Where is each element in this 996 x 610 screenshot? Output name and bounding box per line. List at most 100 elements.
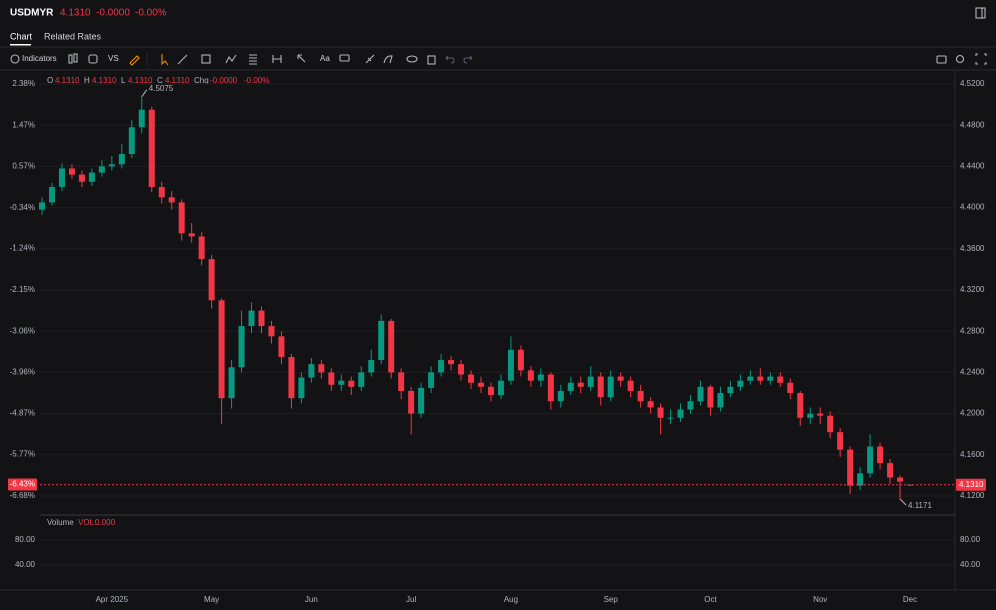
x-tick-label: Jun <box>305 595 318 604</box>
candle-body <box>78 174 85 182</box>
candle-body <box>577 382 584 387</box>
candle-body <box>717 393 724 408</box>
fib-tool-icon[interactable] <box>249 54 257 65</box>
cursor-icon[interactable] <box>161 54 169 66</box>
legend-h: 4.1310 <box>92 76 117 85</box>
legend-o-key: O <box>47 76 53 85</box>
candle-body <box>667 417 674 419</box>
line-tool-icon[interactable] <box>177 54 188 65</box>
candle-body <box>398 372 405 391</box>
candle-body <box>128 127 135 155</box>
shape-tool-icon[interactable] <box>201 54 211 64</box>
y-tick-label: 4.2800 <box>960 326 985 335</box>
y-tick-label: 4.2400 <box>960 368 985 377</box>
header-price: 4.1310 <box>60 8 91 19</box>
candle-body <box>877 446 884 464</box>
indicators-button[interactable]: Indicators <box>22 54 57 63</box>
legend-c: 4.1310 <box>165 76 190 85</box>
candle-body <box>777 376 784 383</box>
x-tick-label: Nov <box>813 595 827 604</box>
last-price-box <box>956 478 986 491</box>
trash-icon[interactable] <box>427 55 436 65</box>
candle-body <box>278 336 285 357</box>
candle-body <box>537 374 544 381</box>
y-tick-label: 4.4000 <box>960 203 985 212</box>
y-tick-label: 4.3600 <box>960 244 985 253</box>
redo-icon[interactable] <box>463 55 473 64</box>
y2-tick-label: -4.87% <box>10 409 35 418</box>
candle-body <box>847 449 854 486</box>
x-tick-label: Oct <box>704 595 717 604</box>
candle-body <box>318 364 325 373</box>
x-tick-label: Sep <box>604 595 619 604</box>
symbol[interactable]: USDMYR <box>10 8 54 19</box>
candle-body <box>58 168 65 187</box>
candle-type-icon[interactable] <box>68 54 73 64</box>
settings-icon[interactable] <box>955 54 965 64</box>
candle-body <box>827 415 834 433</box>
y-tick-label: 4.5200 <box>960 79 985 88</box>
pattern-tool-icon[interactable] <box>225 54 237 64</box>
candle-body <box>687 401 694 410</box>
y-tick-label: 4.4400 <box>960 161 985 170</box>
text-tool[interactable]: Aa <box>320 54 330 63</box>
candle-body <box>787 382 794 394</box>
legend-l-key: L <box>121 76 126 85</box>
candle-body <box>857 473 864 486</box>
low-marker-label: 4.1171 <box>908 501 932 510</box>
legend-o: 4.1310 <box>55 76 80 85</box>
y-tick-label: 4.1200 <box>960 491 985 500</box>
candle-body <box>697 386 704 402</box>
candle-body <box>607 376 614 398</box>
candle-body <box>378 320 385 361</box>
candle-body <box>767 376 774 381</box>
candle-body <box>198 236 205 260</box>
compare-button[interactable]: VS <box>108 54 119 63</box>
candle-body <box>597 376 604 398</box>
candle-body <box>587 376 594 387</box>
header-change-pct: -0.00% <box>135 8 167 19</box>
tab-related-rates[interactable]: Related Rates <box>44 31 102 41</box>
measure-tool-icon[interactable] <box>272 55 282 63</box>
y2-tick-label: -5.77% <box>10 450 35 459</box>
candle-body <box>248 310 255 327</box>
snapshot-icon[interactable] <box>936 55 947 64</box>
x-tick-label: May <box>204 595 219 604</box>
tab-chart[interactable]: Chart <box>10 31 33 41</box>
fullscreen-icon[interactable] <box>975 53 987 65</box>
magnet-icon[interactable] <box>365 54 375 64</box>
candle-body <box>158 186 165 198</box>
indicators-icon[interactable] <box>10 54 20 64</box>
shape-icon[interactable] <box>88 54 98 64</box>
candle-body <box>268 326 275 337</box>
volume-tick-label: 80.00 <box>960 535 981 544</box>
y2-tick-label: -3.96% <box>10 367 35 376</box>
candle-body <box>477 382 484 387</box>
candle-body <box>897 477 904 482</box>
panel-toggle[interactable] <box>975 7 986 19</box>
candle-body <box>677 409 684 418</box>
y-tick-label: 4.2000 <box>960 409 985 418</box>
candle-body <box>547 374 554 402</box>
candle-body <box>757 376 764 381</box>
legend-h-key: H <box>84 76 90 85</box>
visibility-icon[interactable] <box>406 55 418 63</box>
y2-tick-label: 2.38% <box>12 79 35 88</box>
candle-body <box>557 390 564 402</box>
comment-tool-icon[interactable] <box>339 54 350 62</box>
arrow-tool-icon[interactable] <box>297 54 306 63</box>
volume-tick-label: 40.00 <box>15 560 36 569</box>
candle-body <box>108 164 115 167</box>
header-change: -0.0000 <box>96 8 130 19</box>
candle-body <box>657 407 664 418</box>
candle-body <box>39 202 45 210</box>
draw-mode-icon[interactable] <box>383 55 393 64</box>
candle-body <box>238 326 245 368</box>
candle-body <box>208 259 215 301</box>
volume-key: VOL: <box>78 518 96 527</box>
undo-icon[interactable] <box>445 55 455 64</box>
candle-body <box>468 374 475 383</box>
brush-icon[interactable] <box>129 55 140 66</box>
y2-tick-label: 0.57% <box>12 161 35 170</box>
